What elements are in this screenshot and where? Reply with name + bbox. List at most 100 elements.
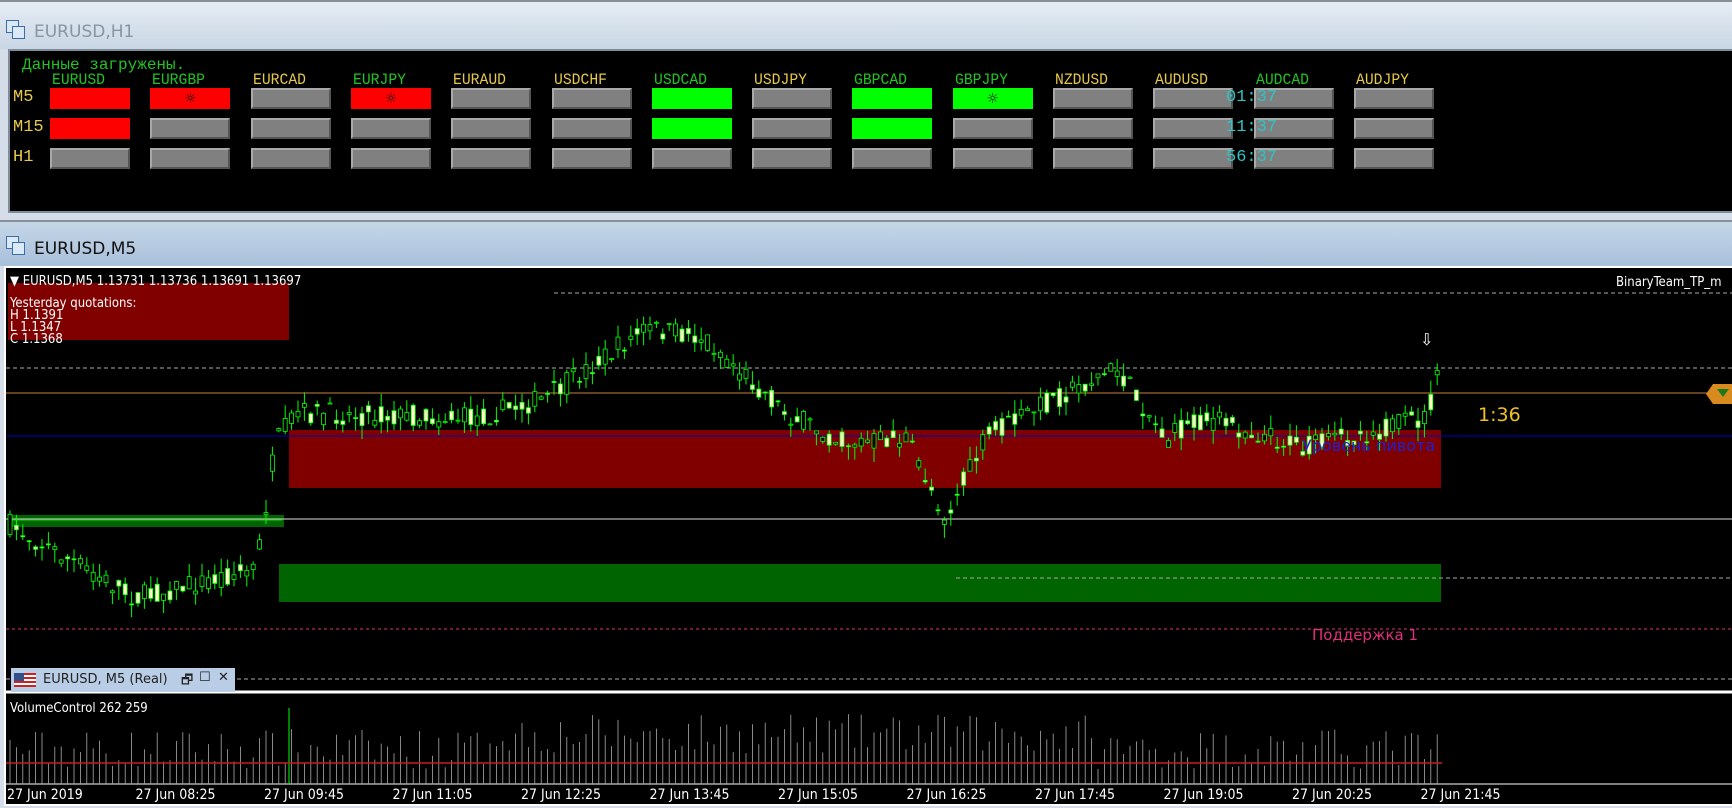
- candle-body: [52, 546, 58, 550]
- candle-body: [205, 577, 211, 589]
- time-axis-label: 27 Jun 09:45: [264, 787, 344, 803]
- signal-button-gbpcad-m15[interactable]: [852, 118, 933, 139]
- signal-button-audcad-m5[interactable]: [1253, 88, 1334, 109]
- signal-button-usdcad-m15[interactable]: [651, 118, 732, 139]
- signal-button-audjpy-m15[interactable]: [1353, 118, 1434, 139]
- close-icon[interactable]: ✕: [218, 670, 229, 685]
- signal-button-audusd-m15[interactable]: [1153, 118, 1234, 139]
- signal-button-gbpjpy-m5[interactable]: ☼: [952, 88, 1033, 109]
- signal-button-euraud-m5[interactable]: [451, 88, 532, 109]
- candle-body: [1082, 383, 1088, 392]
- signal-button-audcad-h1[interactable]: [1253, 148, 1334, 169]
- h1-window-title: EURUSD,H1: [34, 22, 135, 42]
- signal-button-eurjpy-h1[interactable]: [350, 148, 431, 169]
- candle-body: [321, 412, 327, 426]
- candle-body: [295, 410, 301, 418]
- signal-button-eurcad-m15[interactable]: [250, 118, 331, 139]
- candle-body: [724, 358, 730, 368]
- candle-body: [353, 417, 359, 419]
- signal-button-audcad-m15[interactable]: [1253, 118, 1334, 139]
- signal-button-eurgbp-h1[interactable]: [150, 148, 231, 169]
- signal-button-eurcad-m5[interactable]: [250, 88, 331, 109]
- signal-button-euraud-h1[interactable]: [451, 148, 532, 169]
- collapse-triangle-icon[interactable]: ▼: [10, 274, 19, 289]
- restore-icon[interactable]: 🗗: [181, 673, 194, 688]
- signal-button-usdchf-h1[interactable]: [551, 148, 632, 169]
- maximize-icon[interactable]: ☐: [199, 670, 211, 685]
- candle-body: [199, 575, 205, 587]
- candle-body: [289, 412, 295, 424]
- candle-body: [1095, 373, 1101, 379]
- signal-button-gbpcad-m5[interactable]: [852, 88, 933, 109]
- signal-button-audjpy-h1[interactable]: [1353, 148, 1434, 169]
- signal-button-eurusd-m15[interactable]: [50, 118, 130, 139]
- candle-body: [1050, 392, 1056, 396]
- signal-button-nzdusd-h1[interactable]: [1053, 148, 1133, 169]
- signal-button-nzdusd-m15[interactable]: [1053, 118, 1133, 139]
- signal-button-audjpy-m5[interactable]: [1353, 88, 1434, 109]
- signal-button-audusd-m5[interactable]: [1153, 88, 1234, 109]
- signal-button-usdjpy-m15[interactable]: [752, 118, 833, 139]
- signal-button-eurusd-m5[interactable]: [50, 88, 130, 109]
- signal-button-usdchf-m5[interactable]: [551, 88, 632, 109]
- candle-body: [814, 430, 819, 435]
- signal-button-usdjpy-h1[interactable]: [752, 148, 833, 169]
- signal-button-euraud-m15[interactable]: [451, 118, 532, 139]
- signal-button-usdchf-m15[interactable]: [551, 118, 632, 139]
- candle-body: [20, 535, 26, 538]
- candle-body: [218, 572, 224, 588]
- candle-body: [1287, 435, 1293, 446]
- price-chart[interactable]: ▼ EURUSD,M5 1.13731 1.13736 1.13691 1.13…: [4, 266, 1732, 806]
- price-marker-icon[interactable]: [1706, 384, 1732, 404]
- candle-body: [1383, 418, 1389, 437]
- signal-button-audusd-h1[interactable]: [1153, 148, 1234, 169]
- volume-label: VolumeControl 262 259: [10, 701, 148, 716]
- candle-body: [1409, 411, 1414, 416]
- signal-button-nzdusd-m5[interactable]: [1053, 88, 1133, 109]
- candle-body: [743, 368, 749, 379]
- timer-h1: 56:37: [1226, 148, 1278, 167]
- candle-body: [1230, 417, 1235, 424]
- signal-button-gbpcad-h1[interactable]: [852, 148, 933, 169]
- candle-body: [276, 428, 282, 432]
- candle-body: [340, 420, 346, 425]
- candle-body: [237, 564, 243, 572]
- candle-body: [1422, 411, 1427, 424]
- h1-window-titlebar[interactable]: EURUSD,H1: [0, 0, 1732, 49]
- candle-body: [1191, 414, 1197, 428]
- candle-body: [897, 442, 902, 448]
- candle-body: [154, 583, 160, 602]
- candle-body: [775, 400, 781, 403]
- countdown-timer: 1:36: [1478, 404, 1521, 426]
- pair-label-gbpjpy: GBPJPY: [954, 71, 1008, 89]
- candle-body: [65, 556, 70, 560]
- candle-body: [327, 402, 333, 405]
- candle-body: [244, 570, 250, 577]
- signal-button-usdjpy-m5[interactable]: [752, 88, 833, 109]
- mini-window-tab[interactable]: EURUSD, M5 (Real) 🗗 ☐ ✕: [11, 668, 235, 692]
- pair-label-audusd: AUDUSD: [1155, 71, 1209, 89]
- signal-button-eurusd-h1[interactable]: [50, 148, 130, 169]
- signal-button-gbpjpy-m15[interactable]: [952, 118, 1033, 139]
- signal-button-usdcad-m5[interactable]: [651, 88, 732, 109]
- candle-body: [794, 416, 800, 423]
- yesterday-low: L 1.1347: [10, 320, 62, 335]
- candle-body: [545, 393, 550, 395]
- candle-body: [180, 585, 186, 592]
- yesterday-quotes: Yesterday quotations: H 1.1391 L 1.1347 …: [10, 297, 136, 346]
- signal-button-eurjpy-m5[interactable]: ☼: [350, 88, 431, 109]
- signal-button-gbpjpy-h1[interactable]: [952, 148, 1033, 169]
- yesterday-high: H 1.1391: [10, 308, 64, 323]
- candle-body: [1198, 414, 1203, 431]
- m5-window-titlebar[interactable]: EURUSD,M5: [0, 220, 1732, 266]
- candle-body: [980, 434, 986, 451]
- signal-button-usdcad-h1[interactable]: [651, 148, 732, 169]
- candle-body: [788, 423, 794, 426]
- signal-button-eurgbp-m15[interactable]: [150, 118, 231, 139]
- candle-body: [884, 437, 890, 448]
- signal-button-eurjpy-m15[interactable]: [350, 118, 431, 139]
- candle-body: [231, 574, 237, 580]
- signal-button-eurcad-h1[interactable]: [250, 148, 331, 169]
- candle-body: [1236, 432, 1242, 438]
- signal-button-eurgbp-m5[interactable]: ☼: [150, 88, 231, 109]
